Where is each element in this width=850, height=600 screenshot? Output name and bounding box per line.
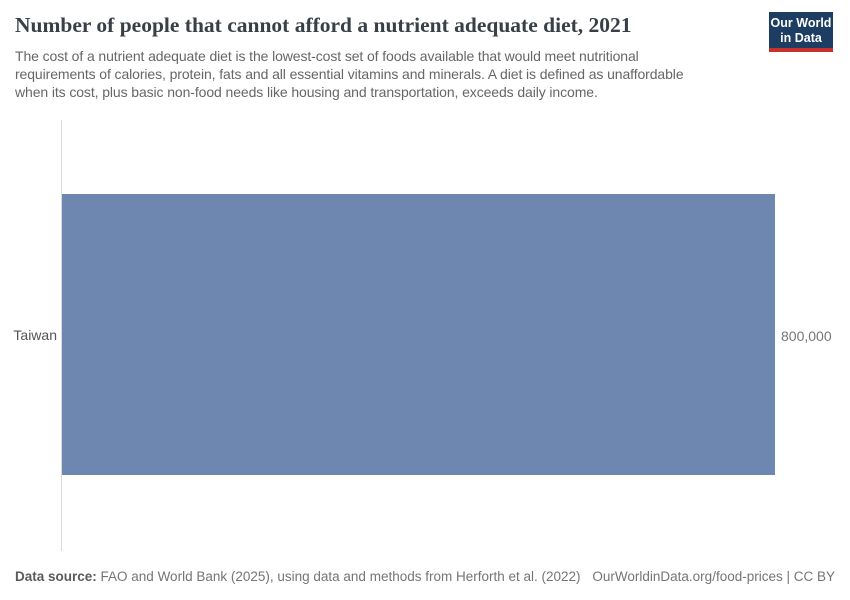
license-link[interactable]: OurWorldinData.org/food-prices | CC BY [592,569,835,584]
owid-logo[interactable]: Our World in Data [769,12,833,52]
subtitle-line-2: requirements of calories, protein, fats … [15,66,684,82]
category-label-taiwan[interactable]: Taiwan [13,327,57,343]
owid-logo-line-1: Our World [770,16,832,30]
data-source-label: Data source: [15,569,97,584]
data-source-text: FAO and World Bank (2025), using data an… [96,569,581,584]
chart-title: Number of people that cannot afford a nu… [15,13,632,37]
value-label-taiwan: 800,000 [781,328,832,344]
subtitle-line-3: when its cost, plus basic non-food needs… [15,84,598,100]
chart-subtitle: The cost of a nutrient adequate diet is … [15,47,684,101]
subtitle-line-1: The cost of a nutrient adequate diet is … [15,48,639,64]
data-source-note: Data source: FAO and World Bank (2025), … [15,569,581,584]
y-axis-line [61,120,62,551]
owid-logo-line-2: in Data [780,31,822,45]
bar-taiwan[interactable] [62,194,775,475]
